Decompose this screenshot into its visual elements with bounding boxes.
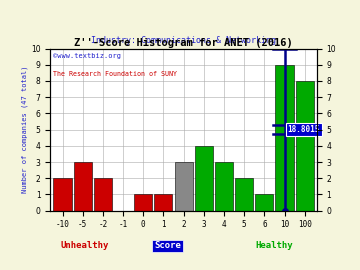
- Y-axis label: Number of companies (47 total): Number of companies (47 total): [22, 66, 28, 193]
- Text: Healthy: Healthy: [255, 241, 293, 250]
- Text: ©www.textbiz.org: ©www.textbiz.org: [53, 53, 121, 59]
- Bar: [296, 81, 314, 211]
- Bar: [215, 162, 233, 211]
- Text: 18.8015: 18.8015: [288, 125, 320, 134]
- Bar: [53, 178, 72, 211]
- Text: Industry: Communications & Networking: Industry: Communications & Networking: [91, 36, 276, 45]
- Text: The Research Foundation of SUNY: The Research Foundation of SUNY: [53, 71, 177, 77]
- Bar: [175, 162, 193, 211]
- Bar: [94, 178, 112, 211]
- Bar: [134, 194, 152, 211]
- Text: Unhealthy: Unhealthy: [61, 241, 109, 250]
- Bar: [73, 162, 92, 211]
- Bar: [275, 65, 294, 211]
- Bar: [255, 194, 273, 211]
- Text: Score: Score: [154, 241, 181, 250]
- Bar: [154, 194, 172, 211]
- Bar: [195, 146, 213, 211]
- Title: Z''-Score Histogram for ANET (2016): Z''-Score Histogram for ANET (2016): [74, 38, 293, 48]
- Bar: [235, 178, 253, 211]
